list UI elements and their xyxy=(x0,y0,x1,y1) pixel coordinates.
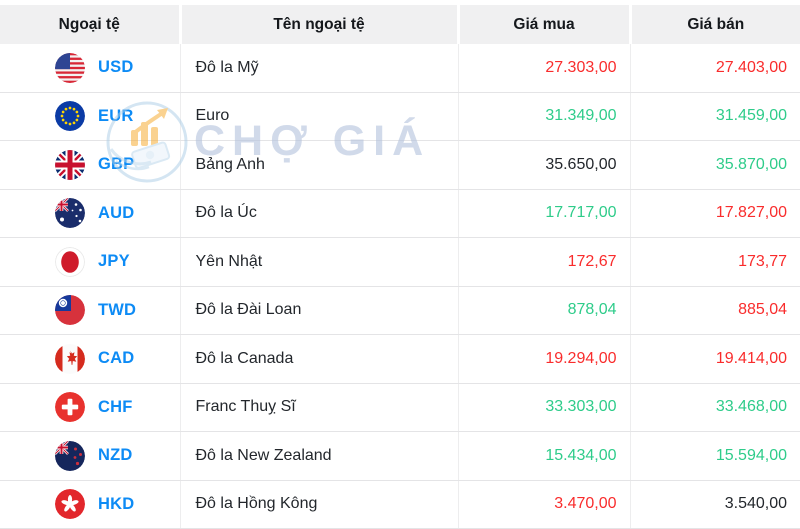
usd-flag-icon xyxy=(55,52,85,83)
currency-code-link[interactable]: NZD xyxy=(98,446,133,465)
sell-price: 17.827,00 xyxy=(629,189,800,238)
buy-price: 31.349,00 xyxy=(457,92,630,141)
currency-cell: JPY xyxy=(0,237,180,287)
currency-code-link[interactable]: TWD xyxy=(98,300,137,319)
buy-price: 172,67 xyxy=(457,237,630,287)
header-sell-price: Giá bán xyxy=(628,5,800,44)
currency-code-link[interactable]: USD xyxy=(98,58,134,77)
hkd-flag-icon xyxy=(55,489,85,520)
header-currency: Ngoại tệ xyxy=(0,5,180,44)
currency-cell: CAD xyxy=(0,334,180,384)
buy-price: 878,04 xyxy=(457,286,630,335)
aud-flag-icon xyxy=(55,198,85,229)
currency-name: Đô la Úc xyxy=(179,189,458,238)
twd-flag-icon xyxy=(55,295,85,326)
currency-row: NZD Đô la New Zealand 15.434,00 15.594,00 xyxy=(0,431,800,481)
sell-price: 33.468,00 xyxy=(629,383,800,432)
currency-code-link[interactable]: CHF xyxy=(98,397,133,416)
table-header: Ngoại tệ Tên ngoại tệ Giá mua Giá bán xyxy=(0,5,800,44)
buy-price: 15.434,00 xyxy=(457,431,630,481)
currency-row: AUD Đô la Úc 17.717,00 17.827,00 xyxy=(0,189,800,238)
currency-row: TWD Đô la Đài Loan 878,04 885,04 xyxy=(0,286,800,335)
currency-row: USD Đô la Mỹ 27.303,00 27.403,00 xyxy=(0,44,800,93)
currency-name: Đô la Mỹ xyxy=(179,44,458,93)
currency-cell: EUR xyxy=(0,92,180,141)
currency-code-link[interactable]: EUR xyxy=(98,106,134,125)
currency-name: Yên Nhật xyxy=(179,237,458,287)
cad-flag-icon xyxy=(55,343,85,374)
currency-row: HKD Đô la Hồng Kông 3.470,00 3.540,00 xyxy=(0,480,800,529)
gbp-flag-icon xyxy=(55,149,85,180)
exchange-rate-table: Ngoại tệ Tên ngoại tệ Giá mua Giá bán US… xyxy=(0,5,800,529)
currency-cell: NZD xyxy=(0,431,180,481)
eur-flag-icon xyxy=(55,101,85,132)
currency-name: Franc Thuỵ Sĩ xyxy=(179,383,458,432)
buy-price: 35.650,00 xyxy=(457,140,630,190)
currency-row: GBP Bảng Anh 35.650,00 35.870,00 xyxy=(0,140,800,190)
currency-code-link[interactable]: JPY xyxy=(98,252,130,271)
sell-price: 31.459,00 xyxy=(629,92,800,141)
chf-flag-icon xyxy=(55,392,85,423)
buy-price: 17.717,00 xyxy=(457,189,630,238)
header-buy-price: Giá mua xyxy=(456,5,630,44)
currency-name: Đô la Hồng Kông xyxy=(179,480,458,529)
buy-price: 3.470,00 xyxy=(457,480,630,529)
jpy-flag-icon xyxy=(55,246,85,277)
sell-price: 15.594,00 xyxy=(629,431,800,481)
currency-cell: HKD xyxy=(0,480,180,529)
currency-name: Euro xyxy=(179,92,458,141)
currency-row: EUR Euro 31.349,00 31.459,00 xyxy=(0,92,800,141)
currency-name: Đô la New Zealand xyxy=(179,431,458,481)
exchange-rate-page: Ngoại tệ Tên ngoại tệ Giá mua Giá bán US… xyxy=(0,5,800,529)
currency-name: Bảng Anh xyxy=(179,140,458,190)
currency-cell: GBP xyxy=(0,140,180,190)
currency-row: CAD Đô la Canada 19.294,00 19.414,00 xyxy=(0,334,800,384)
currency-cell: TWD xyxy=(0,286,180,335)
sell-price: 173,77 xyxy=(629,237,800,287)
sell-price: 3.540,00 xyxy=(629,480,800,529)
sell-price: 35.870,00 xyxy=(629,140,800,190)
buy-price: 27.303,00 xyxy=(457,44,630,93)
currency-cell: USD xyxy=(0,44,180,93)
header-currency-name: Tên ngoại tệ xyxy=(178,5,458,44)
currency-code-link[interactable]: AUD xyxy=(98,203,135,222)
nzd-flag-icon xyxy=(55,440,85,471)
currency-code-link[interactable]: HKD xyxy=(98,494,135,513)
currency-name: Đô la Đài Loan xyxy=(179,286,458,335)
currency-cell: AUD xyxy=(0,189,180,238)
currency-row: CHF Franc Thuỵ Sĩ 33.303,00 33.468,00 xyxy=(0,383,800,432)
sell-price: 885,04 xyxy=(629,286,800,335)
currency-cell: CHF xyxy=(0,383,180,432)
buy-price: 33.303,00 xyxy=(457,383,630,432)
rates-body: USD Đô la Mỹ 27.303,00 27.403,00 EUR Euro 31.3… xyxy=(0,44,800,529)
currency-code-link[interactable]: CAD xyxy=(98,349,135,368)
currency-code-link[interactable]: GBP xyxy=(98,155,135,174)
sell-price: 19.414,00 xyxy=(629,334,800,384)
currency-row: JPY Yên Nhật 172,67 173,77 xyxy=(0,237,800,287)
sell-price: 27.403,00 xyxy=(629,44,800,93)
currency-name: Đô la Canada xyxy=(179,334,458,384)
buy-price: 19.294,00 xyxy=(457,334,630,384)
